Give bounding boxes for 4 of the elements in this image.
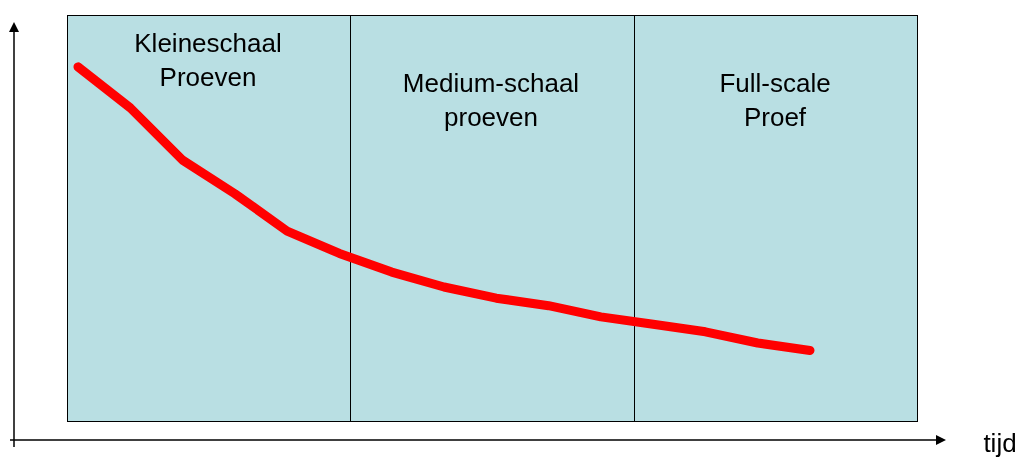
annotation: Kleineschaal Proeven: [134, 27, 282, 94]
annotation: Full-scale Proef: [719, 67, 831, 134]
annotation: Medium-schaal proeven: [402, 67, 580, 134]
text: tijd: [983, 427, 1017, 457]
